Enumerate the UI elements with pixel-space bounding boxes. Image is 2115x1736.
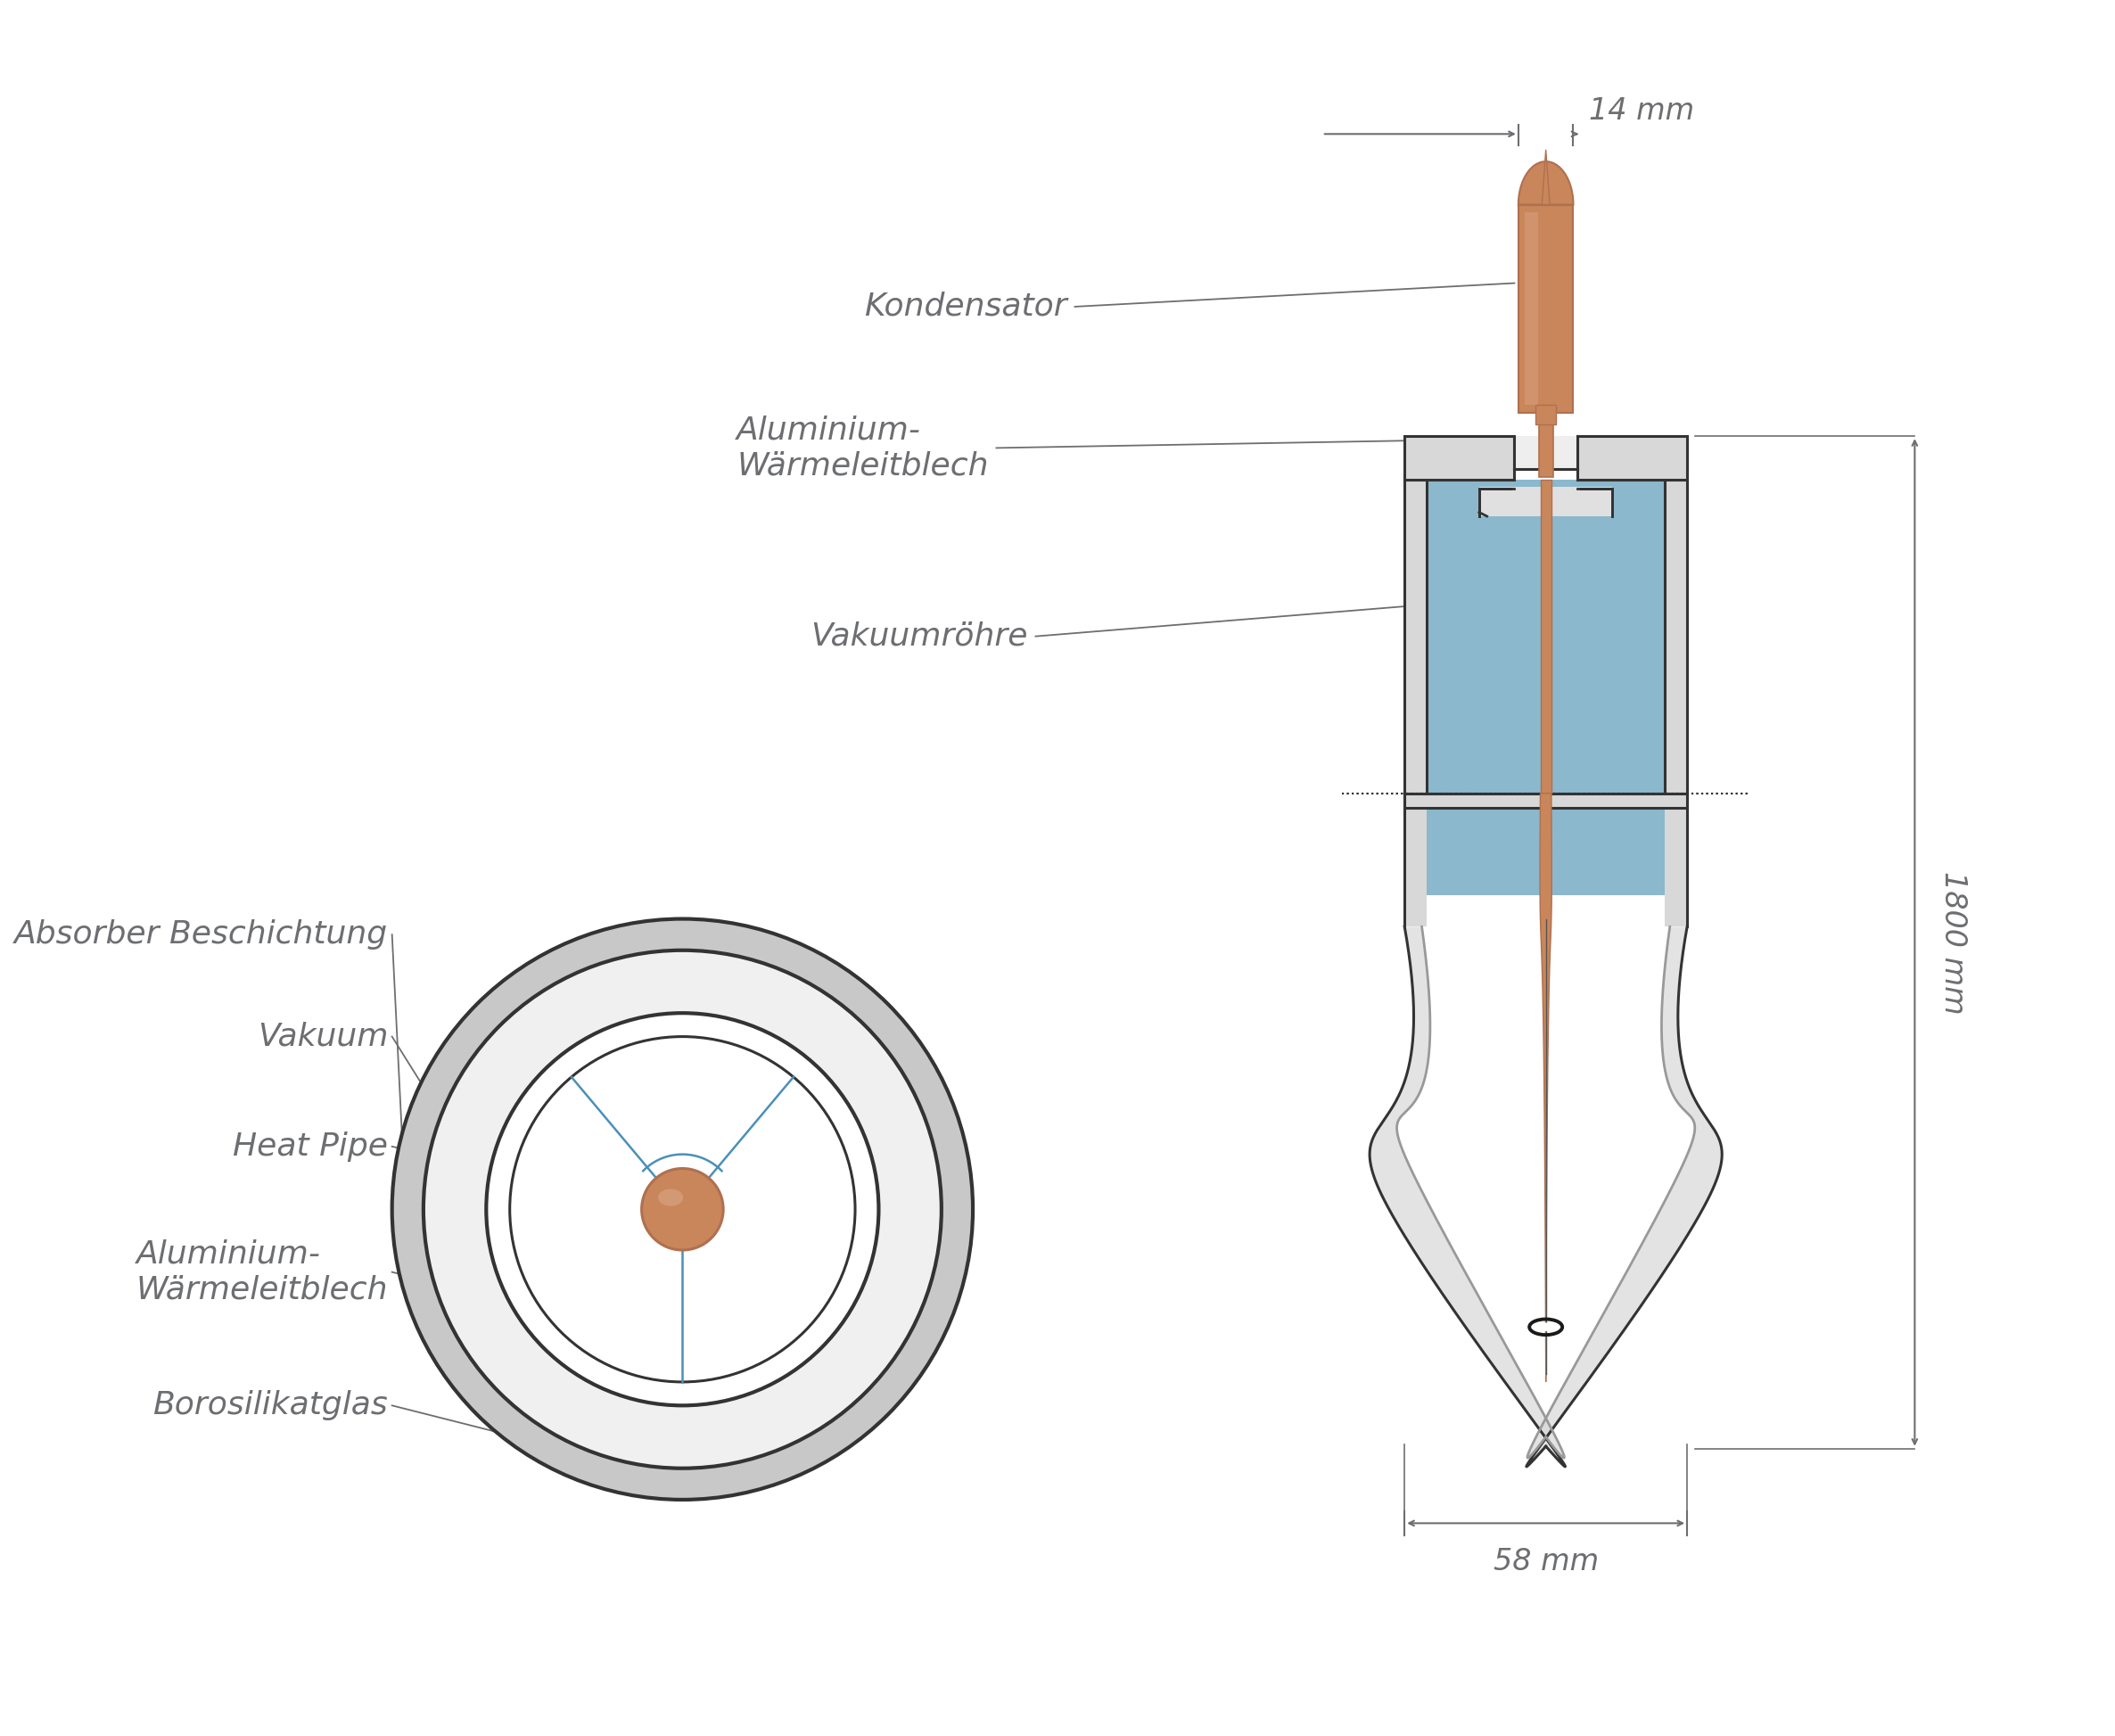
Polygon shape: [1371, 927, 1722, 1467]
FancyBboxPatch shape: [1665, 479, 1688, 793]
Text: Aluminium-
Wärmeleitblech: Aluminium- Wärmeleitblech: [135, 1240, 389, 1305]
Text: Aluminium-
Wärmeleitblech: Aluminium- Wärmeleitblech: [736, 415, 988, 481]
Polygon shape: [1527, 927, 1722, 1467]
Polygon shape: [1540, 793, 1552, 1382]
Circle shape: [510, 1036, 854, 1382]
Circle shape: [423, 950, 941, 1469]
FancyBboxPatch shape: [1514, 436, 1578, 469]
Text: Heat Pipe: Heat Pipe: [233, 1132, 389, 1161]
FancyBboxPatch shape: [1404, 793, 1426, 927]
Circle shape: [391, 918, 973, 1500]
FancyBboxPatch shape: [1540, 479, 1550, 793]
Text: Absorber Beschichtung: Absorber Beschichtung: [15, 920, 389, 950]
Text: Kondensator: Kondensator: [865, 292, 1068, 321]
FancyBboxPatch shape: [1404, 479, 1426, 793]
Polygon shape: [1519, 161, 1574, 205]
FancyBboxPatch shape: [1426, 479, 1665, 793]
FancyBboxPatch shape: [1404, 436, 1514, 479]
Circle shape: [641, 1168, 723, 1250]
Polygon shape: [1542, 149, 1550, 205]
Text: Borosilikatglas: Borosilikatglas: [152, 1391, 389, 1420]
FancyBboxPatch shape: [1426, 793, 1665, 896]
FancyBboxPatch shape: [1404, 793, 1688, 807]
FancyBboxPatch shape: [1535, 404, 1557, 424]
Ellipse shape: [1535, 1323, 1557, 1332]
FancyBboxPatch shape: [1578, 436, 1688, 479]
FancyBboxPatch shape: [1519, 205, 1574, 413]
Text: Vakuumröhre: Vakuumröhre: [810, 621, 1028, 651]
Ellipse shape: [658, 1189, 683, 1207]
Text: 58 mm: 58 mm: [1493, 1547, 1599, 1576]
Circle shape: [486, 1014, 878, 1406]
FancyBboxPatch shape: [1525, 212, 1538, 404]
Polygon shape: [1371, 927, 1565, 1467]
Text: Vakuum: Vakuum: [258, 1021, 389, 1052]
Text: 14 mm: 14 mm: [1588, 97, 1694, 127]
FancyBboxPatch shape: [1540, 389, 1552, 477]
Text: 1800 mm: 1800 mm: [1937, 871, 1967, 1014]
FancyBboxPatch shape: [1478, 488, 1612, 516]
FancyBboxPatch shape: [1665, 793, 1688, 927]
